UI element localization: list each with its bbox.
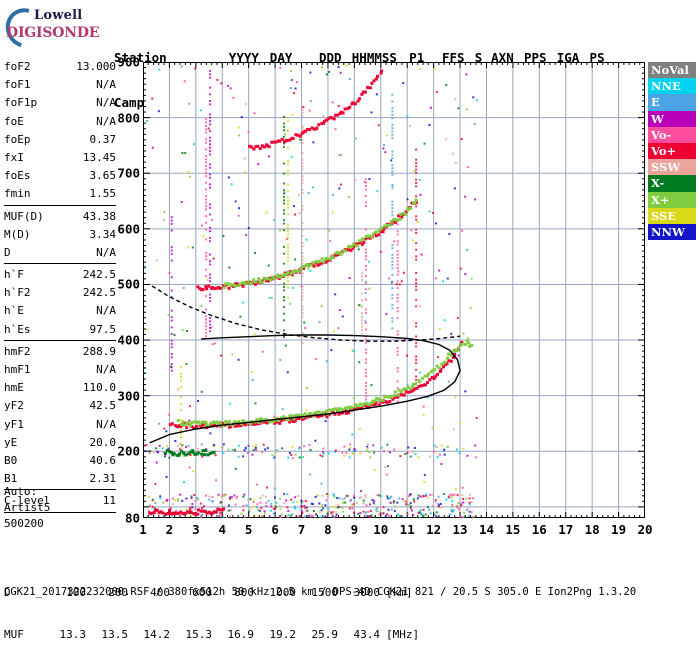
file-info-footer: CGK21_2017322232000.RSF / 380fx512h 50 k… (4, 586, 636, 598)
legend-item[interactable]: Vo+ (648, 143, 696, 159)
param-name: D (4, 244, 11, 262)
x-tick-label: 13 (453, 522, 468, 537)
param-name: hmF1 (4, 361, 31, 379)
param-name: h`F (4, 266, 24, 284)
y-tick-label: 200 (102, 444, 140, 459)
x-tick-label: 6 (271, 522, 279, 537)
param-name: yE (4, 434, 17, 452)
data-series (152, 286, 460, 341)
x-tick-label: 20 (637, 522, 652, 537)
legend-item[interactable]: NoVal (648, 62, 696, 78)
param-name: M(D) (4, 226, 31, 244)
x-tick-label: 16 (532, 522, 547, 537)
x-tick-label: 14 (479, 522, 494, 537)
y-tick-label: 80 (102, 511, 140, 526)
param-name: h`Es (4, 321, 31, 339)
x-tick-label: 19 (611, 522, 626, 537)
param-name: hmF2 (4, 343, 31, 361)
legend-item[interactable]: NNE (648, 78, 696, 94)
param-name: yF1 (4, 416, 24, 434)
y-tick-label: 700 (102, 166, 140, 181)
x-tick-label: 4 (218, 522, 226, 537)
x-tick-label: 12 (426, 522, 441, 537)
muf-cell: 15.3 (170, 628, 212, 642)
legend-item[interactable]: X+ (648, 192, 696, 208)
legend-item[interactable]: SSE (648, 208, 696, 224)
x-tick-label: 2 (166, 522, 174, 537)
param-name: fmin (4, 185, 31, 203)
param-name: yF2 (4, 397, 24, 415)
param-name: fxI (4, 149, 24, 167)
data-series (248, 69, 383, 150)
muf-unit: [MHz] (380, 628, 436, 642)
muf-cell: 13.5 (86, 628, 128, 642)
auto-code: 500200 (4, 516, 116, 532)
param-name: MUF(D) (4, 208, 44, 226)
y-tick-label: 800 (102, 110, 140, 125)
x-tick-label: 15 (505, 522, 520, 537)
muf-cell: 13.3 (44, 628, 86, 642)
x-tick-label: 17 (558, 522, 573, 537)
plot-canvas (143, 62, 645, 518)
legend-item[interactable]: X- (648, 175, 696, 191)
param-name: h`F2 (4, 284, 31, 302)
y-tick-label: 500 (102, 277, 140, 292)
x-tick-label: 8 (324, 522, 332, 537)
lowell-digisonde-logo: Lowell DIGISONDE (4, 6, 114, 46)
param-name: h`E (4, 302, 24, 320)
x-tick-label: 5 (245, 522, 253, 537)
x-tick-label: 18 (585, 522, 600, 537)
x-tick-label: 1 (139, 522, 147, 537)
param-name: foF1p (4, 94, 37, 112)
y-tick-label: 900 (102, 55, 140, 70)
param-name: B0 (4, 452, 17, 470)
muf-cell: 16.9 (212, 628, 254, 642)
x-tick-label: 11 (400, 522, 415, 537)
legend-item[interactable]: Vo- (648, 127, 696, 143)
x-tick-label: 10 (373, 522, 388, 537)
y-tick-label: 400 (102, 333, 140, 348)
x-tick-label: 7 (298, 522, 306, 537)
legend-item[interactable]: W (648, 111, 696, 127)
data-series (196, 201, 418, 291)
muf-cell: 19.2 (254, 628, 296, 642)
param-name: foF2 (4, 58, 31, 76)
legend-item[interactable]: NNW (648, 224, 696, 240)
ionogram-plot-area[interactable] (143, 62, 645, 518)
muf-row-label: MUF (4, 628, 44, 642)
muf-cell: 43.4 (338, 628, 380, 642)
param-name: foF1 (4, 76, 31, 94)
y-tick-label: 600 (102, 221, 140, 236)
legend-item[interactable]: E (648, 94, 696, 110)
param-name: foEs (4, 167, 31, 185)
logo-brand-top: Lowell (34, 8, 82, 23)
data-series (169, 341, 463, 430)
x-tick-label: 3 (192, 522, 200, 537)
x-tick-label: 9 (351, 522, 359, 537)
muf-cell: 25.9 (296, 628, 338, 642)
muf-cell: 14.2 (128, 628, 170, 642)
param-name: hmE (4, 379, 24, 397)
data-series (222, 199, 417, 290)
param-name: foE (4, 113, 24, 131)
y-tick-label: 300 (102, 388, 140, 403)
param-name: foEp (4, 131, 31, 149)
logo-brand-bottom: DIGISONDE (6, 25, 99, 41)
legend-item[interactable]: SSW (648, 159, 696, 175)
